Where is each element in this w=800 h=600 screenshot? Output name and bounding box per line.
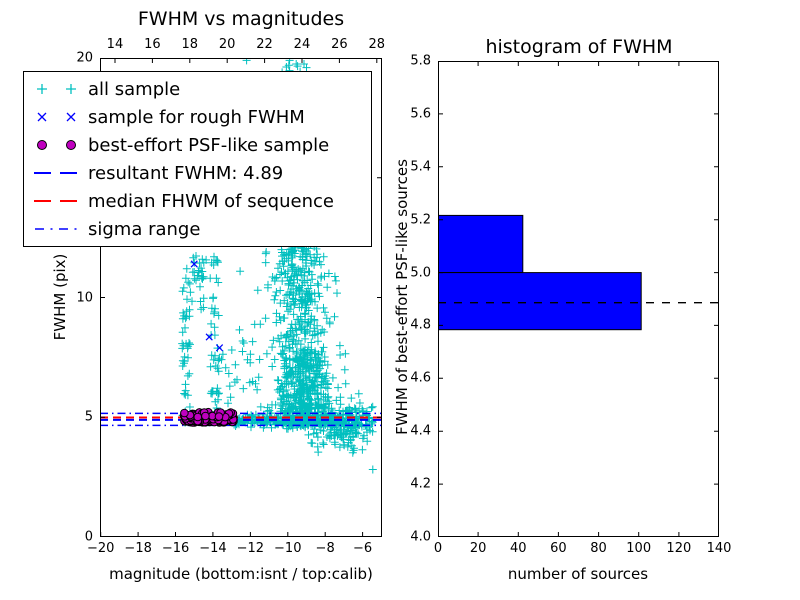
- dashed-legend-marker: [34, 200, 77, 202]
- x-tick-label: 60: [550, 541, 567, 556]
- legend-item-label: median FHWM of sequence: [88, 190, 334, 212]
- top-tick-label: 24: [293, 37, 311, 52]
- y-tick-label: 5.6: [410, 106, 431, 122]
- right-plot-xlabel: number of sources: [507, 565, 649, 583]
- top-tick-label: 26: [331, 37, 348, 52]
- y-tick-label: 5.2: [410, 212, 431, 228]
- x-tick-label: −18: [124, 541, 152, 556]
- x-tick-label: −10: [274, 541, 302, 556]
- y-tick-label: 5.4: [410, 159, 431, 175]
- legend-item-label: all sample: [88, 78, 181, 100]
- x-legend-marker: [37, 112, 76, 122]
- y-tick-label: 4.0: [410, 529, 431, 545]
- y-tick-label: 0: [84, 529, 93, 545]
- legend-item: all sample: [24, 75, 371, 103]
- x-tick-label: 20: [469, 541, 487, 556]
- axes-spines: [438, 61, 719, 537]
- top-tick-label: 28: [368, 37, 386, 52]
- x-tick-label: 80: [590, 541, 607, 556]
- y-tick-label: 4.2: [410, 476, 431, 492]
- legend: all sample sample for rough FWHM best-effo…: [23, 71, 372, 247]
- plus-legend-marker: [37, 84, 76, 94]
- tick-marks: [438, 61, 719, 537]
- plus-icon: [37, 84, 76, 94]
- y-tick-label: 4.4: [410, 423, 431, 439]
- axes-spines: [100, 58, 382, 537]
- dashed-legend-marker: [34, 172, 77, 174]
- top-tick-label: 22: [256, 37, 273, 52]
- x-tick-label: −12: [236, 541, 265, 556]
- legend-item-label: sigma range: [88, 218, 201, 240]
- y-tick-label: 4.8: [410, 317, 431, 333]
- psf-sample-marker: [180, 408, 189, 418]
- x-tick-label: −14: [199, 541, 227, 556]
- x-tick-label: 120: [666, 541, 692, 556]
- legend-item: best-effort PSF-like sample: [24, 131, 371, 159]
- top-tick-label: 20: [218, 37, 236, 52]
- x-tick-label: −20: [87, 541, 115, 556]
- legend-item-label: sample for rough FWHM: [88, 106, 305, 128]
- x-tick-label: 0: [433, 541, 443, 556]
- circle-legend-marker: [37, 140, 76, 150]
- top-tick-label: 16: [144, 37, 161, 52]
- psf-sample-marker: [214, 412, 224, 421]
- histogram-bar: [438, 214, 524, 273]
- histogram-plot: [438, 61, 719, 537]
- y-tick-label: 5.0: [410, 265, 431, 281]
- x-tick-label: 40: [510, 541, 527, 556]
- y-tick-label: 5: [84, 409, 93, 425]
- dashdot-legend-marker: [35, 228, 77, 230]
- left-plot-xlabel: magnitude (bottom:isnt / top:calib): [109, 565, 373, 583]
- right-plot-title: histogram of FWHM: [485, 36, 673, 58]
- x-tick-label: 140: [706, 541, 732, 556]
- legend-item: median FHWM of sequence: [24, 187, 371, 215]
- y-tick-label: 5.8: [410, 53, 431, 69]
- x-tick-label: −6: [352, 541, 373, 556]
- left-plot-ylabel: FWHM (pix): [51, 253, 69, 341]
- y-tick-label: 20: [76, 50, 93, 66]
- legend-item-label: best-effort PSF-like sample: [88, 134, 330, 156]
- x-tick-label: −8: [315, 541, 335, 556]
- top-tick-label: 18: [181, 37, 199, 52]
- circle-icon: [66, 140, 76, 150]
- top-tick-label: 14: [106, 37, 124, 52]
- legend-item-label: resultant FWHM: 4.89: [88, 162, 284, 184]
- legend-item: sigma range: [24, 215, 371, 243]
- circle-icon: [37, 140, 47, 150]
- legend-item: resultant FWHM: 4.89: [24, 159, 371, 187]
- psf-sample-marker: [201, 411, 210, 421]
- x-tick-label: −16: [161, 541, 190, 556]
- y-tick-label: 10: [76, 290, 93, 305]
- histogram-bar: [438, 272, 642, 331]
- x-tick-label: 100: [626, 541, 652, 556]
- y-tick-label: 4.6: [410, 370, 431, 386]
- scatter-plot: [100, 58, 382, 537]
- x-icon: [37, 112, 76, 122]
- legend-item: sample for rough FWHM: [24, 103, 371, 131]
- left-plot-title: FWHM vs magnitudes: [137, 8, 345, 30]
- right-plot-ylabel: FWHM of best-effort PSF-like sources: [393, 159, 411, 435]
